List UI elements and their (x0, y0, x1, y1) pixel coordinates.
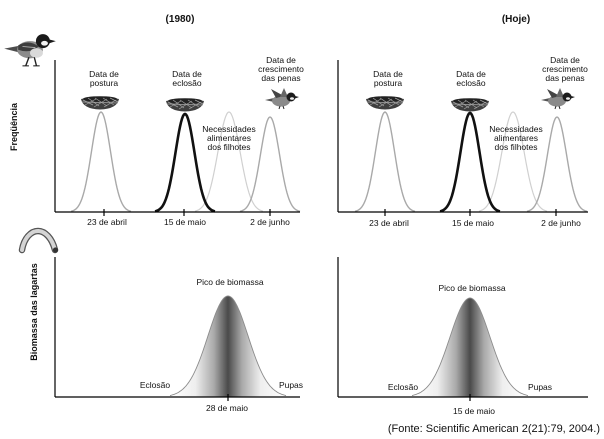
caterpillar-icon (18, 227, 59, 254)
x-tick-label: 2 de junho (541, 218, 581, 228)
y-axis-label-frequency: Freqüência (9, 102, 19, 151)
x-tick-label: 15 de maio (164, 217, 206, 227)
label-line: crescimento (258, 64, 304, 74)
chick-needs-label: Necessidades alimentares dos filhotes (202, 124, 255, 152)
label-line: eclosão (456, 78, 486, 88)
hatching-label: Data de eclosão (172, 69, 202, 88)
label-line: crescimento (542, 64, 588, 74)
label-line: postura (374, 78, 403, 88)
panel-title-today: (Hoje) (502, 14, 530, 25)
hatching-curve (154, 112, 216, 213)
fledging-curve (239, 116, 301, 213)
panel-1980-biomass: Pico de biomassa Eclosão Pupas 28 de mai… (54, 257, 303, 413)
panel-today-biomass: Pico de biomassa Eclosão Pupas 15 de mai… (337, 257, 588, 416)
biomass-curve (169, 295, 287, 396)
x-tick-label: 23 de abril (369, 218, 409, 228)
x-tick-label: 23 de abril (87, 217, 127, 227)
nest-icon (80, 95, 120, 110)
biomass-area (170, 296, 286, 397)
nest-icon (165, 97, 205, 112)
x-tick-label: 15 de maio (452, 218, 494, 228)
label-line: alimentares (494, 133, 538, 143)
label-line: eclosão (172, 78, 202, 88)
biomass-peak-label: Pico de biomassa (196, 277, 263, 287)
laying-label: Data de postura (89, 69, 119, 88)
label-line: postura (90, 78, 119, 88)
fledgling-bird-icon (264, 87, 300, 110)
y-axis-label-biomass: Biomassa das lagartas (29, 263, 39, 361)
fledging-label: Data de crescimento das penas (258, 55, 304, 83)
hatching-curve (439, 111, 501, 213)
laying-curve (354, 111, 416, 212)
nest-icon (450, 97, 490, 112)
label-line: Necessidades (202, 124, 255, 134)
label-line: dos filhotes (495, 142, 538, 152)
fledging-label: Data de crescimento das penas (542, 55, 588, 83)
laying-curve (70, 111, 132, 212)
pupae-label: Pupas (279, 380, 303, 390)
label-line: Data de (456, 69, 486, 79)
biomass-peak-label: Pico de biomassa (438, 283, 505, 293)
panel-1980-frequency: 23 de abril 15 de maio 2 de junho Data d… (54, 55, 304, 227)
label-line: dos filhotes (208, 142, 251, 152)
label-line: Necessidades (489, 124, 542, 134)
laying-label: Data de postura (373, 69, 403, 88)
x-tick-label: 2 de junho (250, 217, 290, 227)
label-line: Data de (550, 55, 580, 65)
fledgling-bird-icon (540, 87, 576, 110)
bird-icon (3, 33, 57, 67)
label-line: das penas (545, 73, 584, 83)
nest-icon (365, 95, 405, 110)
biomass-area (412, 298, 528, 397)
hatching-caterpillar-label: Eclosão (388, 382, 419, 392)
panel-today-frequency: 23 de abril 15 de maio 2 de junho Data d… (337, 55, 588, 228)
label-line: Data de (266, 55, 296, 65)
hatching-label: Data de eclosão (456, 69, 486, 88)
fledging-curve (526, 116, 588, 213)
label-line: Data de (172, 69, 202, 79)
x-tick-label: 15 de maio (453, 406, 495, 416)
label-line: alimentares (207, 133, 251, 143)
pupae-label: Pupas (528, 382, 552, 392)
chick-needs-curve (194, 111, 264, 212)
hatching-caterpillar-label: Eclosão (140, 380, 171, 390)
biomass-curve (411, 297, 529, 396)
label-line: Data de (89, 69, 119, 79)
source-citation: (Fonte: Scientific American 2(21):79, 20… (388, 423, 600, 435)
x-tick-label: 28 de maio (206, 403, 248, 413)
label-line: Data de (373, 69, 403, 79)
panel-title-1980: (1980) (166, 14, 195, 25)
chick-needs-label: Necessidades alimentares dos filhotes (489, 124, 542, 152)
label-line: das penas (261, 73, 300, 83)
